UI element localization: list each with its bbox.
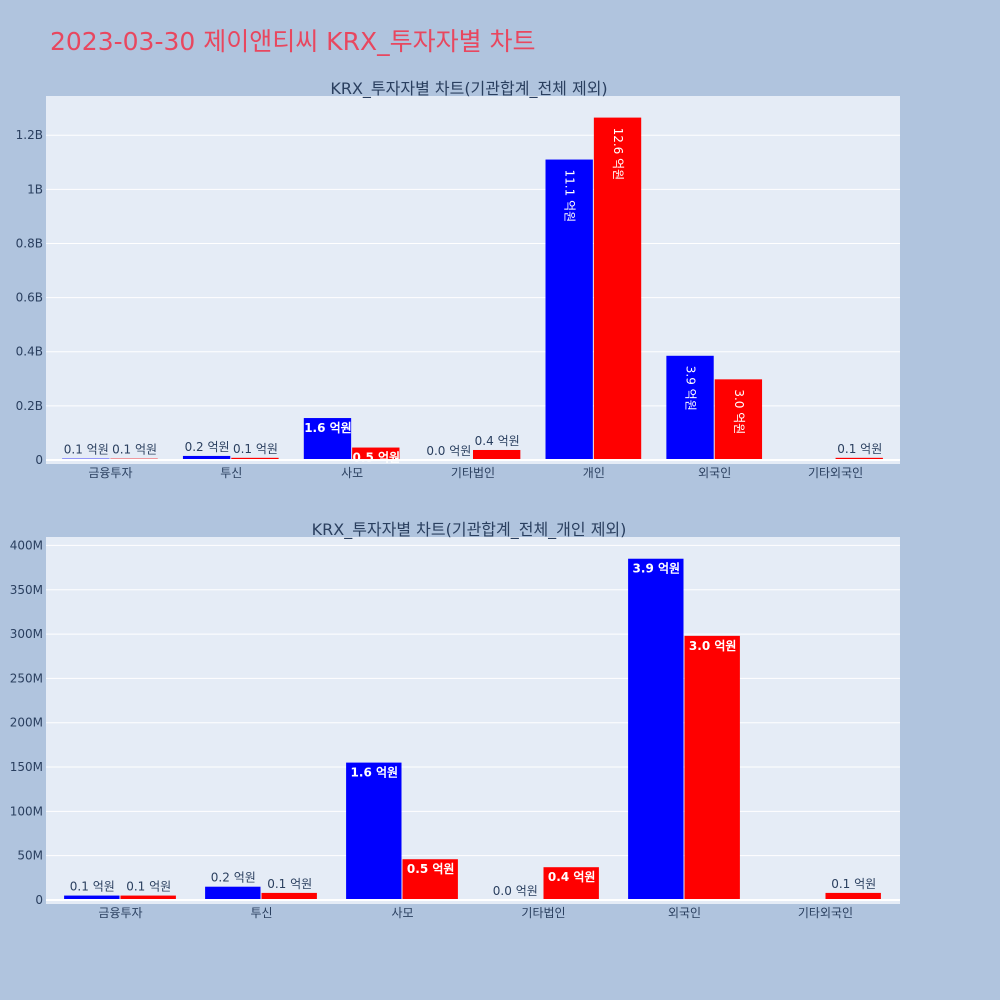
y-tick-label: 150M (10, 760, 43, 774)
y-tick-label: 100M (10, 804, 43, 818)
x-tick-label: 개인 (583, 466, 605, 480)
x-tick-label: 기타법인 (521, 906, 565, 920)
bar-sell (120, 895, 176, 900)
bar-sell (473, 449, 521, 460)
data-label: 0.1 억원 (64, 443, 109, 457)
data-label: 1.6 억원 (351, 766, 399, 780)
x-tick-label: 투신 (220, 466, 242, 480)
plot-area-2 (46, 537, 900, 904)
x-tick-label: 외국인 (668, 906, 701, 920)
page-title: 2023-03-30 제이앤티씨 KRX_투자자별 차트 (50, 27, 536, 56)
data-label: 3.0 억원 (732, 389, 746, 434)
data-label: 0.1 억원 (126, 880, 171, 894)
y-tick-label: 0.8B (16, 236, 43, 250)
bar-buy (346, 762, 402, 900)
data-label: 0.0 억원 (493, 884, 538, 898)
y-tick-label: 1B (27, 182, 43, 196)
plot-area-1 (46, 96, 900, 464)
y-tick-label: 350M (10, 583, 43, 597)
x-tick-label: 사모 (341, 466, 363, 480)
y-tick-label: 250M (10, 671, 43, 685)
x-tick-label: 투신 (250, 906, 272, 920)
x-tick-label: 기타외국인 (798, 906, 853, 920)
x-tick-label: 기타외국인 (808, 466, 863, 480)
data-label: 0.1 억원 (70, 880, 115, 894)
data-label: 3.9 억원 (684, 366, 698, 411)
bar-sell (684, 635, 740, 900)
data-label: 0.1 억원 (267, 877, 312, 891)
bar-buy (303, 418, 352, 460)
y-tick-label: 0 (35, 893, 43, 907)
bar-buy (182, 455, 231, 460)
data-label: 0.2 억원 (211, 871, 256, 885)
y-tick-label: 300M (10, 627, 43, 641)
data-label: 0.4 억원 (475, 434, 520, 448)
bar-buy (64, 895, 120, 900)
data-label: 0.1 억원 (831, 877, 876, 891)
data-label: 0.4 억원 (548, 870, 596, 884)
data-label: 0.1 억원 (233, 442, 278, 456)
x-tick-label: 외국인 (698, 466, 731, 480)
bar-sell (543, 867, 599, 900)
data-label: 1.6 억원 (304, 421, 352, 435)
bar-buy (628, 558, 684, 900)
data-label: 11.1 억원 (563, 170, 577, 223)
y-tick-label: 0.6B (16, 291, 43, 305)
data-label: 0.2 억원 (185, 440, 230, 454)
bar-buy (545, 159, 593, 460)
bar-buy (205, 886, 261, 900)
bar-sell (714, 379, 763, 460)
data-label: 0.0 억원 (426, 444, 471, 458)
bar-sell (825, 892, 881, 900)
y-tick-label: 0.2B (16, 399, 43, 413)
bar-sell (261, 892, 317, 900)
chart-title-1: KRX_투자자별 차트(기관합계_전체 제외) (330, 79, 607, 99)
bar-sell (835, 457, 883, 460)
bar-sell (231, 457, 279, 460)
y-tick-label: 1.2B (16, 128, 43, 142)
data-label: 3.9 억원 (633, 562, 681, 576)
y-tick-label: 0 (35, 453, 43, 467)
bar-buy (666, 355, 714, 460)
chart-title-2: KRX_투자자별 차트(기관합계_전체_개인 제외) (312, 520, 627, 540)
bar-sell (593, 117, 642, 460)
data-label: 0.1 억원 (112, 443, 157, 457)
data-label: 3.0 억원 (689, 639, 737, 653)
x-tick-label: 기타법인 (451, 466, 495, 480)
x-tick-label: 금융투자 (88, 466, 132, 480)
x-tick-label: 금융투자 (98, 906, 142, 920)
y-tick-label: 200M (10, 716, 43, 730)
y-tick-label: 0.4B (16, 345, 43, 359)
x-tick-label: 사모 (391, 906, 413, 920)
data-label: 0.1 억원 (837, 442, 882, 456)
y-tick-label: 50M (17, 849, 43, 863)
bar-sell (352, 447, 400, 460)
y-tick-label: 400M (10, 538, 43, 552)
data-label: 0.5 억원 (353, 451, 401, 465)
bar-sell (402, 859, 458, 900)
data-label: 12.6 억원 (611, 128, 625, 181)
data-label: 0.5 억원 (407, 862, 455, 876)
